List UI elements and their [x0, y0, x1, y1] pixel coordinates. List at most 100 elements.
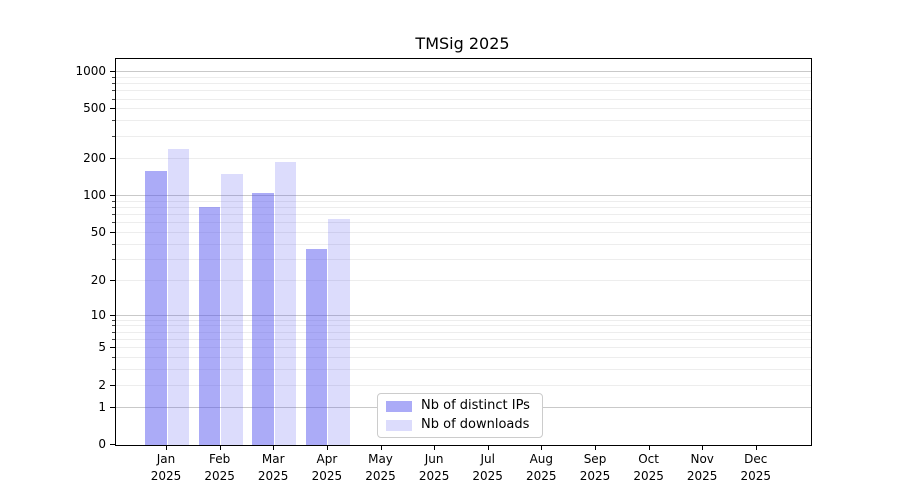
bar-mar-downloads: [274, 161, 297, 445]
y-tick-label-5: 5: [98, 340, 106, 355]
x-tick-label-dec: Dec 2025: [740, 452, 772, 483]
legend: Nb of distinct IPs Nb of downloads: [377, 393, 543, 438]
x-tick-label-may: May 2025: [365, 452, 396, 483]
y-tick-label-0: 0: [98, 437, 106, 451]
y-minor-tick-7: [112, 331, 115, 333]
gridline-minor-80: [116, 206, 811, 208]
y-minor-tick-80: [112, 206, 115, 208]
gridline-minor-20: [116, 279, 811, 281]
gridline-minor-200: [116, 157, 811, 159]
y-tick-100: [110, 194, 115, 196]
y-tick-label-2: 2: [98, 377, 106, 392]
y-tick-label-1: 1: [98, 399, 106, 414]
gridline-minor-2: [116, 384, 811, 386]
y-tick-500: [110, 108, 115, 110]
y-minor-tick-90: [112, 200, 115, 202]
gridline-minor-300: [116, 135, 811, 137]
y-tick-20: [110, 279, 115, 281]
y-minor-tick-800: [112, 83, 115, 85]
x-tick-feb: [219, 445, 221, 450]
y-minor-tick-700: [112, 90, 115, 92]
y-minor-tick-8: [112, 325, 115, 327]
y-minor-tick-3: [112, 369, 115, 371]
x-tick-label-oct: Oct 2025: [633, 452, 664, 483]
legend-label-distinct-ips: Nb of distinct IPs: [421, 398, 530, 413]
x-tick-jul: [487, 445, 489, 450]
x-tick-dec: [755, 445, 757, 450]
gridline-minor-3: [116, 369, 811, 371]
x-tick-jun: [434, 445, 436, 450]
y-minor-tick-9: [112, 319, 115, 321]
y-minor-tick-300: [112, 135, 115, 137]
gridline-minor-900: [116, 76, 811, 78]
gridline-minor-60: [116, 222, 811, 224]
y-tick-10: [110, 314, 115, 316]
gridline-minor-4: [116, 357, 811, 359]
y-tick-label-20: 20: [90, 272, 106, 287]
y-minor-tick-60: [112, 222, 115, 224]
y-minor-tick-900: [112, 76, 115, 78]
gridline-major-1000: [116, 71, 811, 72]
legend-swatch-distinct-ips-icon: [386, 400, 412, 412]
bar-feb-downloads: [221, 174, 243, 445]
bar-apr-distinct-ips: [305, 248, 328, 445]
plot-area: [115, 58, 812, 446]
y-minor-tick-40: [112, 243, 115, 245]
y-minor-tick-30: [112, 258, 115, 260]
x-tick-mar: [273, 445, 275, 450]
x-tick-label-aug: Aug 2025: [526, 452, 557, 483]
gridline-minor-8: [116, 325, 811, 327]
x-tick-label-nov: Nov 2025: [686, 452, 718, 483]
gridline-minor-50: [116, 231, 811, 233]
bar-feb-distinct-ips: [198, 206, 221, 445]
y-tick-label-10: 10: [90, 307, 106, 322]
gridline-minor-700: [116, 90, 811, 92]
y-tick-200: [110, 157, 115, 159]
chart-title: TMSig 2025: [415, 34, 510, 53]
y-minor-tick-600: [112, 98, 115, 100]
legend-item-distinct-ips: Nb of distinct IPs: [386, 398, 534, 414]
bar-mar-distinct-ips: [252, 193, 274, 445]
y-tick-label-200: 200: [83, 150, 106, 165]
bar-jan-distinct-ips: [145, 170, 167, 445]
legend-swatch-downloads-icon: [386, 419, 412, 431]
x-tick-nov: [702, 445, 704, 450]
gridline-minor-6: [116, 339, 811, 340]
legend-label-downloads: Nb of downloads: [421, 417, 530, 432]
x-tick-oct: [648, 445, 650, 450]
gridline-minor-500: [116, 108, 811, 110]
x-tick-aug: [541, 445, 543, 450]
x-tick-label-jul: Jul 2025: [472, 452, 503, 483]
gridline-minor-40: [116, 243, 811, 245]
gridline-minor-800: [116, 83, 811, 85]
gridline-minor-90: [116, 200, 811, 202]
y-tick-0: [110, 444, 115, 445]
y-tick-1: [110, 406, 115, 408]
legend-item-downloads: Nb of downloads: [386, 417, 534, 433]
x-tick-label-sep: Sep 2025: [579, 452, 611, 483]
x-tick-jan: [166, 445, 167, 450]
y-tick-5: [110, 347, 115, 349]
gridline-minor-600: [116, 98, 811, 100]
y-minor-tick-70: [112, 213, 115, 215]
y-tick-50: [110, 231, 115, 233]
gridline-minor-7: [116, 331, 811, 333]
y-tick-label-1000: 1000: [75, 64, 106, 78]
y-tick-label-500: 500: [83, 101, 106, 116]
y-tick-1000: [110, 71, 115, 72]
x-tick-may: [380, 445, 382, 450]
gridline-major-10: [116, 314, 811, 316]
y-minor-tick-4: [112, 357, 115, 359]
gridline-minor-9: [116, 319, 811, 321]
bar-jan-downloads: [167, 148, 189, 445]
x-tick-apr: [326, 445, 328, 450]
bar-apr-downloads: [328, 218, 350, 445]
x-tick-label-feb: Feb 2025: [204, 452, 235, 483]
gridline-minor-400: [116, 120, 811, 122]
y-tick-label-100: 100: [83, 187, 106, 202]
y-minor-tick-6: [112, 339, 115, 340]
y-minor-tick-400: [112, 120, 115, 122]
x-tick-label-apr: Apr 2025: [311, 452, 343, 483]
gridline-minor-5: [116, 347, 811, 349]
